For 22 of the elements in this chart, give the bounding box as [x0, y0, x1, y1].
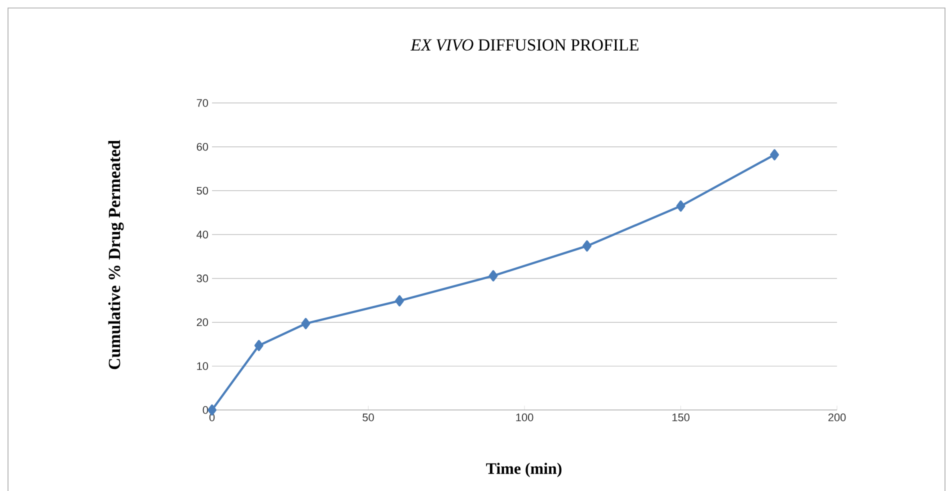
chart-title: EX VIVO DIFFUSION PROFILE [410, 39, 638, 51]
y-tick-label: 10 [197, 362, 208, 370]
point [676, 200, 686, 212]
y-tick-label: 20 [196, 318, 208, 326]
point [395, 295, 404, 306]
y-tick-label: 0 [202, 406, 208, 414]
y-tick-label: 50 [196, 186, 208, 195]
y-axis-title: Cumulative % Drug Permeated [108, 140, 124, 370]
point [301, 318, 310, 330]
x-tick-label: 200 [828, 414, 846, 422]
point [770, 149, 779, 160]
point [582, 240, 592, 252]
y-tick-label: 40 [196, 230, 208, 238]
y-tick-label: 30 [196, 274, 208, 282]
y-tick-label: 70 [196, 99, 208, 107]
point [488, 270, 498, 282]
x-tick-label: 50 [362, 414, 374, 422]
x-tick-label: 150 [672, 414, 690, 422]
y-tick-label: 60 [196, 142, 208, 151]
x-axis-title: Time (min) [486, 462, 562, 478]
x-tick-label: 100 [516, 414, 534, 422]
point [254, 340, 264, 352]
